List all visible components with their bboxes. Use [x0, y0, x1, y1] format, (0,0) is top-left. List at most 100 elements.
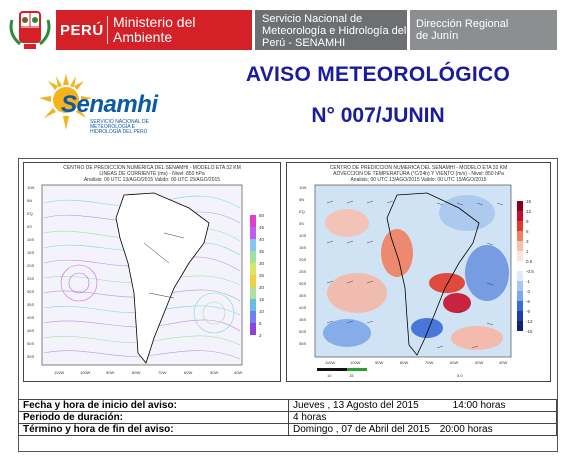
- lat-tick: 10S: [299, 233, 306, 238]
- scale-labels: 10 15 5.0: [327, 373, 463, 378]
- colorbar-labels: 50 45 40 35 30 25 20 15 10 5 2: [259, 213, 265, 338]
- lat-tick: 25S: [299, 269, 306, 274]
- lat-tick: 20S: [299, 257, 306, 262]
- logo-subtitle: SERVICIO NACIONAL DE METEOROLOGÍA E HIDR…: [90, 119, 149, 135]
- lat-tick: 10N: [27, 185, 34, 190]
- senamhi-logo: Senamhi SERVICIO NACIONAL DE METEOROLOGÍ…: [34, 74, 164, 138]
- lon-tick: 100W: [350, 360, 361, 365]
- lat-tick: 15S: [27, 250, 34, 255]
- lon-tick: 40W: [234, 370, 242, 375]
- cbar-tick: 5: [259, 321, 262, 326]
- lon-tick: 70W: [425, 360, 433, 365]
- end-date: Domingo , 07 de Abril del 2015: [293, 424, 430, 435]
- lat-tick: 30S: [27, 289, 34, 294]
- lon-tick: 60W: [184, 370, 192, 375]
- lat-tick: 35S: [27, 302, 34, 307]
- cbar-tick: 30: [259, 261, 265, 266]
- lon-tick: 50W: [475, 360, 483, 365]
- lon-tick: 70W: [158, 370, 166, 375]
- advection-chart: 15 12 9 6 3 1 0.5 -0.5 -1 -3 -6 -9 -12 -…: [299, 184, 534, 378]
- scale-tick: 10: [327, 373, 332, 378]
- coat-of-arms-icon: [9, 11, 51, 49]
- lon-tick: 90W: [106, 370, 114, 375]
- table-row: Periodo de duración: 4 horas: [18, 411, 557, 424]
- warning-info-table: Fecha y hora de inicio del aviso: Jueves…: [18, 399, 557, 436]
- scale-tick: 5.0: [457, 373, 463, 378]
- cbar-tick: -9: [526, 309, 530, 314]
- colorbar: [250, 215, 256, 335]
- lat-tick: 55S: [27, 354, 34, 359]
- country-label: PERÚ: [60, 22, 104, 39]
- streamline-map: CENTRO DE PREDICCION NUMERICA DEL SENAMH…: [23, 162, 281, 382]
- lon-labels: 110W 100W 90W 80W 70W 60W 50W 40W: [325, 360, 507, 365]
- cbar-tick: 1: [526, 249, 529, 254]
- cbar-tick: 6: [526, 229, 529, 234]
- map-title-line3: Analisis: 00 UTC 13/AGO/2015 Valido: 00 …: [350, 177, 487, 183]
- cbar-tick: 15: [259, 297, 265, 302]
- end-label: Término y hora de fin del aviso:: [18, 423, 289, 436]
- cbar-tick: 40: [259, 237, 265, 242]
- agency-block: Servicio Nacional de Meteorología e Hidr…: [255, 10, 407, 50]
- lat-tick: 10S: [27, 237, 34, 242]
- lon-tick: 60W: [450, 360, 458, 365]
- lat-tick: 50S: [27, 341, 34, 346]
- temperature-advection-map: CENTRO DE PREDICCION NUMERICA DEL SENAMH…: [286, 162, 551, 382]
- regional-block: Dirección Regional de Junín: [410, 10, 557, 50]
- cbar-tick: -3: [526, 289, 530, 294]
- scale-bar-dark: [317, 368, 347, 371]
- cbar-tick: -1: [526, 279, 530, 284]
- lon-tick: 50W: [210, 370, 218, 375]
- cbar-tick: 10: [259, 309, 265, 314]
- header-banner: PERÚ Ministerio del Ambiente Servicio Na…: [0, 0, 568, 58]
- duration-value: 4 horas: [288, 411, 557, 424]
- lat-tick: 30S: [299, 281, 306, 286]
- lat-tick: 5N: [27, 198, 32, 203]
- lat-tick: EQ: [299, 209, 305, 214]
- logo-wordmark: Senamhi: [61, 91, 158, 118]
- colorbar: [517, 201, 523, 331]
- lat-tick: EQ: [27, 211, 33, 216]
- lat-labels: 10N 5N EQ 5S 10S 15S 20S 25S 30S 35S 40S…: [27, 185, 34, 359]
- ministry-label: Ministerio del Ambiente: [113, 14, 196, 45]
- maps-frame: [18, 158, 558, 452]
- lat-tick: 40S: [299, 305, 306, 310]
- table-row: Fecha y hora de inicio del aviso: Jueves…: [18, 399, 557, 412]
- end-value: Domingo , 07 de Abril del 2015 20:00 hora…: [288, 423, 557, 436]
- cbar-tick: -0.5: [526, 269, 534, 274]
- cbar-tick: -12: [526, 319, 533, 324]
- lat-tick: 45S: [27, 328, 34, 333]
- divider: [107, 16, 108, 44]
- map-title-line1: CENTRO DE PREDICCION NUMERICA DEL SENAMH…: [329, 165, 508, 171]
- cbar-tick: 9: [526, 219, 529, 224]
- lat-tick: 55S: [299, 341, 306, 346]
- cbar-tick: 12: [526, 209, 532, 214]
- cbar-tick: 20: [259, 285, 265, 290]
- regional-label: Dirección Regional de Junín: [416, 18, 509, 42]
- colorbar-labels: 15 12 9 6 3 1 0.5 -0.5 -1 -3 -6 -9 -12 -…: [526, 199, 534, 334]
- lon-labels: 110W 100W 90W 80W 70W 60W 50W 40W: [54, 370, 242, 375]
- cbar-tick: 45: [259, 225, 265, 230]
- start-label: Fecha y hora de inicio del aviso:: [18, 399, 289, 412]
- lat-tick: 45S: [299, 317, 306, 322]
- lon-tick: 110W: [54, 370, 64, 375]
- lon-tick: 40W: [499, 360, 507, 365]
- cbar-tick: 35: [259, 249, 265, 254]
- cbar-tick: 3: [526, 239, 529, 244]
- streamline-chart: 50 45 40 35 30 25 20 15 10 5 2 10N 5N EQ…: [27, 184, 265, 375]
- scale-bar-green: [347, 368, 367, 371]
- lon-tick: 80W: [132, 370, 140, 375]
- cbar-tick: 15: [526, 199, 532, 204]
- map-title-line2: LINEAS DE CORRIENTE (ms) - Nivel: 850 hP…: [99, 171, 205, 177]
- lat-tick: 10N: [299, 185, 306, 190]
- lat-tick: 50S: [299, 329, 306, 334]
- start-time: 14:00 horas: [452, 400, 506, 411]
- cbar-tick: 2: [259, 333, 262, 338]
- duration-label: Periodo de duración:: [18, 411, 289, 424]
- lat-labels: 10N 5N EQ 5S 10S 15S 20S 25S 30S 35S 40S…: [299, 185, 306, 346]
- cbar-tick: 25: [259, 273, 265, 278]
- sun-icon: [39, 74, 92, 130]
- peru-coat-of-arms: [2, 0, 58, 57]
- start-value: Jueves , 13 Agosto del 2015 14:00 horas: [288, 399, 557, 412]
- map-title-line1: CENTRO DE PREDICCION NUMERICA DEL SENAMH…: [63, 165, 241, 171]
- lon-tick: 80W: [400, 360, 408, 365]
